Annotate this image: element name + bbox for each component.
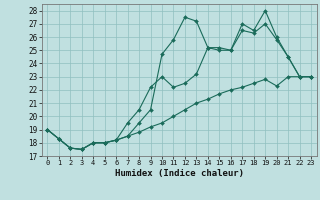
X-axis label: Humidex (Indice chaleur): Humidex (Indice chaleur) — [115, 169, 244, 178]
